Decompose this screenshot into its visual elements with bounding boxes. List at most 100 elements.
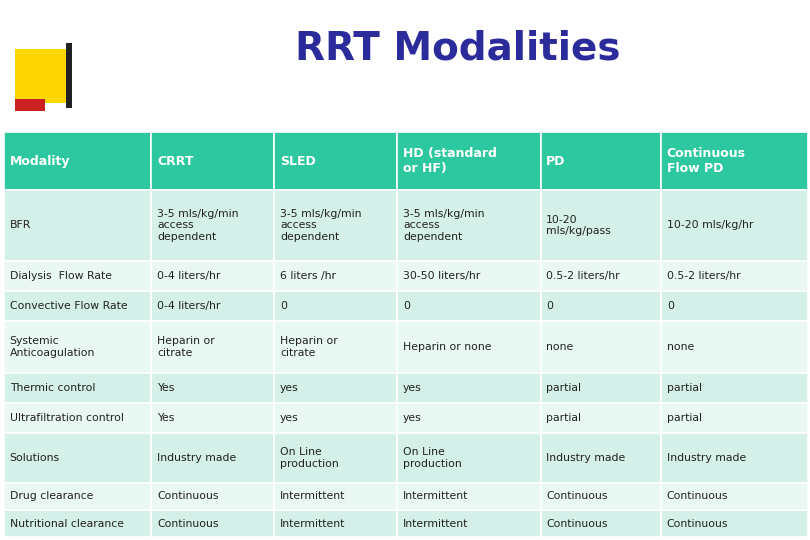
Text: 0-4 liters/hr: 0-4 liters/hr xyxy=(157,271,220,281)
Text: Heparin or
citrate: Heparin or citrate xyxy=(280,336,338,358)
Text: Dialysis  Flow Rate: Dialysis Flow Rate xyxy=(10,271,112,281)
Bar xyxy=(275,190,398,261)
Text: Yes: Yes xyxy=(157,413,174,423)
Bar xyxy=(398,433,540,483)
Bar xyxy=(661,321,808,373)
Bar xyxy=(661,433,808,483)
Text: 6 liters /hr: 6 liters /hr xyxy=(280,271,336,281)
Text: Continuous: Continuous xyxy=(157,518,219,529)
Bar xyxy=(540,291,661,321)
Text: PD: PD xyxy=(546,154,565,167)
Bar xyxy=(540,261,661,291)
Bar xyxy=(15,99,45,111)
Bar xyxy=(540,483,661,510)
Text: none: none xyxy=(546,342,573,352)
Text: Intermittent: Intermittent xyxy=(280,491,345,501)
Bar xyxy=(4,190,151,261)
Bar xyxy=(4,291,151,321)
Bar xyxy=(398,291,540,321)
Bar xyxy=(398,132,540,190)
Bar xyxy=(661,403,808,433)
Bar xyxy=(275,483,398,510)
Bar xyxy=(4,321,151,373)
Text: 0-4 liters/hr: 0-4 liters/hr xyxy=(157,301,220,311)
Bar xyxy=(540,132,661,190)
Text: Systemic
Anticoagulation: Systemic Anticoagulation xyxy=(10,336,95,358)
Text: yes: yes xyxy=(403,413,422,423)
Bar xyxy=(151,321,275,373)
Text: yes: yes xyxy=(280,413,299,423)
Bar xyxy=(4,261,151,291)
Bar xyxy=(540,403,661,433)
Bar xyxy=(275,433,398,483)
Bar xyxy=(661,261,808,291)
Text: Heparin or
citrate: Heparin or citrate xyxy=(157,336,215,358)
Bar xyxy=(398,373,540,403)
Bar xyxy=(398,261,540,291)
Text: 0: 0 xyxy=(280,301,287,311)
Bar xyxy=(4,510,151,537)
Text: 3-5 mls/kg/min
access
dependent: 3-5 mls/kg/min access dependent xyxy=(280,209,361,242)
Bar xyxy=(398,483,540,510)
Text: Intermittent: Intermittent xyxy=(280,518,345,529)
Text: yes: yes xyxy=(280,383,299,393)
Bar xyxy=(151,403,275,433)
Bar xyxy=(661,190,808,261)
Bar xyxy=(398,403,540,433)
Text: Industry made: Industry made xyxy=(667,453,746,463)
Text: 3-5 mls/kg/min
access
dependent: 3-5 mls/kg/min access dependent xyxy=(157,209,238,242)
Bar xyxy=(15,49,70,103)
Bar xyxy=(540,510,661,537)
Text: Intermittent: Intermittent xyxy=(403,518,468,529)
Bar xyxy=(275,132,398,190)
Bar xyxy=(275,403,398,433)
Text: On Line
production: On Line production xyxy=(280,447,339,469)
Text: partial: partial xyxy=(667,383,701,393)
Bar xyxy=(398,190,540,261)
Bar xyxy=(398,321,540,373)
Text: Heparin or none: Heparin or none xyxy=(403,342,492,352)
Text: BFR: BFR xyxy=(10,220,31,231)
Text: SLED: SLED xyxy=(280,154,316,167)
Text: Industry made: Industry made xyxy=(157,453,237,463)
Bar xyxy=(66,43,72,108)
Text: none: none xyxy=(667,342,694,352)
Bar xyxy=(661,373,808,403)
Bar xyxy=(151,433,275,483)
Text: CRRT: CRRT xyxy=(157,154,194,167)
Bar xyxy=(4,132,151,190)
Bar xyxy=(151,373,275,403)
Text: partial: partial xyxy=(667,413,701,423)
Text: RRT Modalities: RRT Modalities xyxy=(295,30,620,68)
Text: Convective Flow Rate: Convective Flow Rate xyxy=(10,301,127,311)
Bar xyxy=(151,190,275,261)
Bar xyxy=(151,132,275,190)
Text: Solutions: Solutions xyxy=(10,453,60,463)
Text: Yes: Yes xyxy=(157,383,174,393)
Text: 0.5-2 liters/hr: 0.5-2 liters/hr xyxy=(546,271,620,281)
Bar xyxy=(661,510,808,537)
Text: Ultrafiltration control: Ultrafiltration control xyxy=(10,413,124,423)
Text: Industry made: Industry made xyxy=(546,453,625,463)
Bar xyxy=(275,291,398,321)
Text: 0: 0 xyxy=(546,301,553,311)
Text: 10-20
mls/kg/pass: 10-20 mls/kg/pass xyxy=(546,214,611,236)
Text: Modality: Modality xyxy=(10,154,70,167)
Bar xyxy=(275,261,398,291)
Text: Intermittent: Intermittent xyxy=(403,491,468,501)
Text: partial: partial xyxy=(546,413,582,423)
Bar xyxy=(151,261,275,291)
Text: Drug clearance: Drug clearance xyxy=(10,491,93,501)
Text: Continuous: Continuous xyxy=(546,491,608,501)
Text: Continuous: Continuous xyxy=(667,491,728,501)
Bar xyxy=(275,373,398,403)
Text: 0: 0 xyxy=(403,301,410,311)
Bar xyxy=(4,483,151,510)
Bar xyxy=(540,190,661,261)
Text: partial: partial xyxy=(546,383,582,393)
Text: Thermic control: Thermic control xyxy=(10,383,95,393)
Text: 0.5-2 liters/hr: 0.5-2 liters/hr xyxy=(667,271,740,281)
Bar xyxy=(151,483,275,510)
Text: 3-5 mls/kg/min
access
dependent: 3-5 mls/kg/min access dependent xyxy=(403,209,484,242)
Text: Continuous: Continuous xyxy=(667,518,728,529)
